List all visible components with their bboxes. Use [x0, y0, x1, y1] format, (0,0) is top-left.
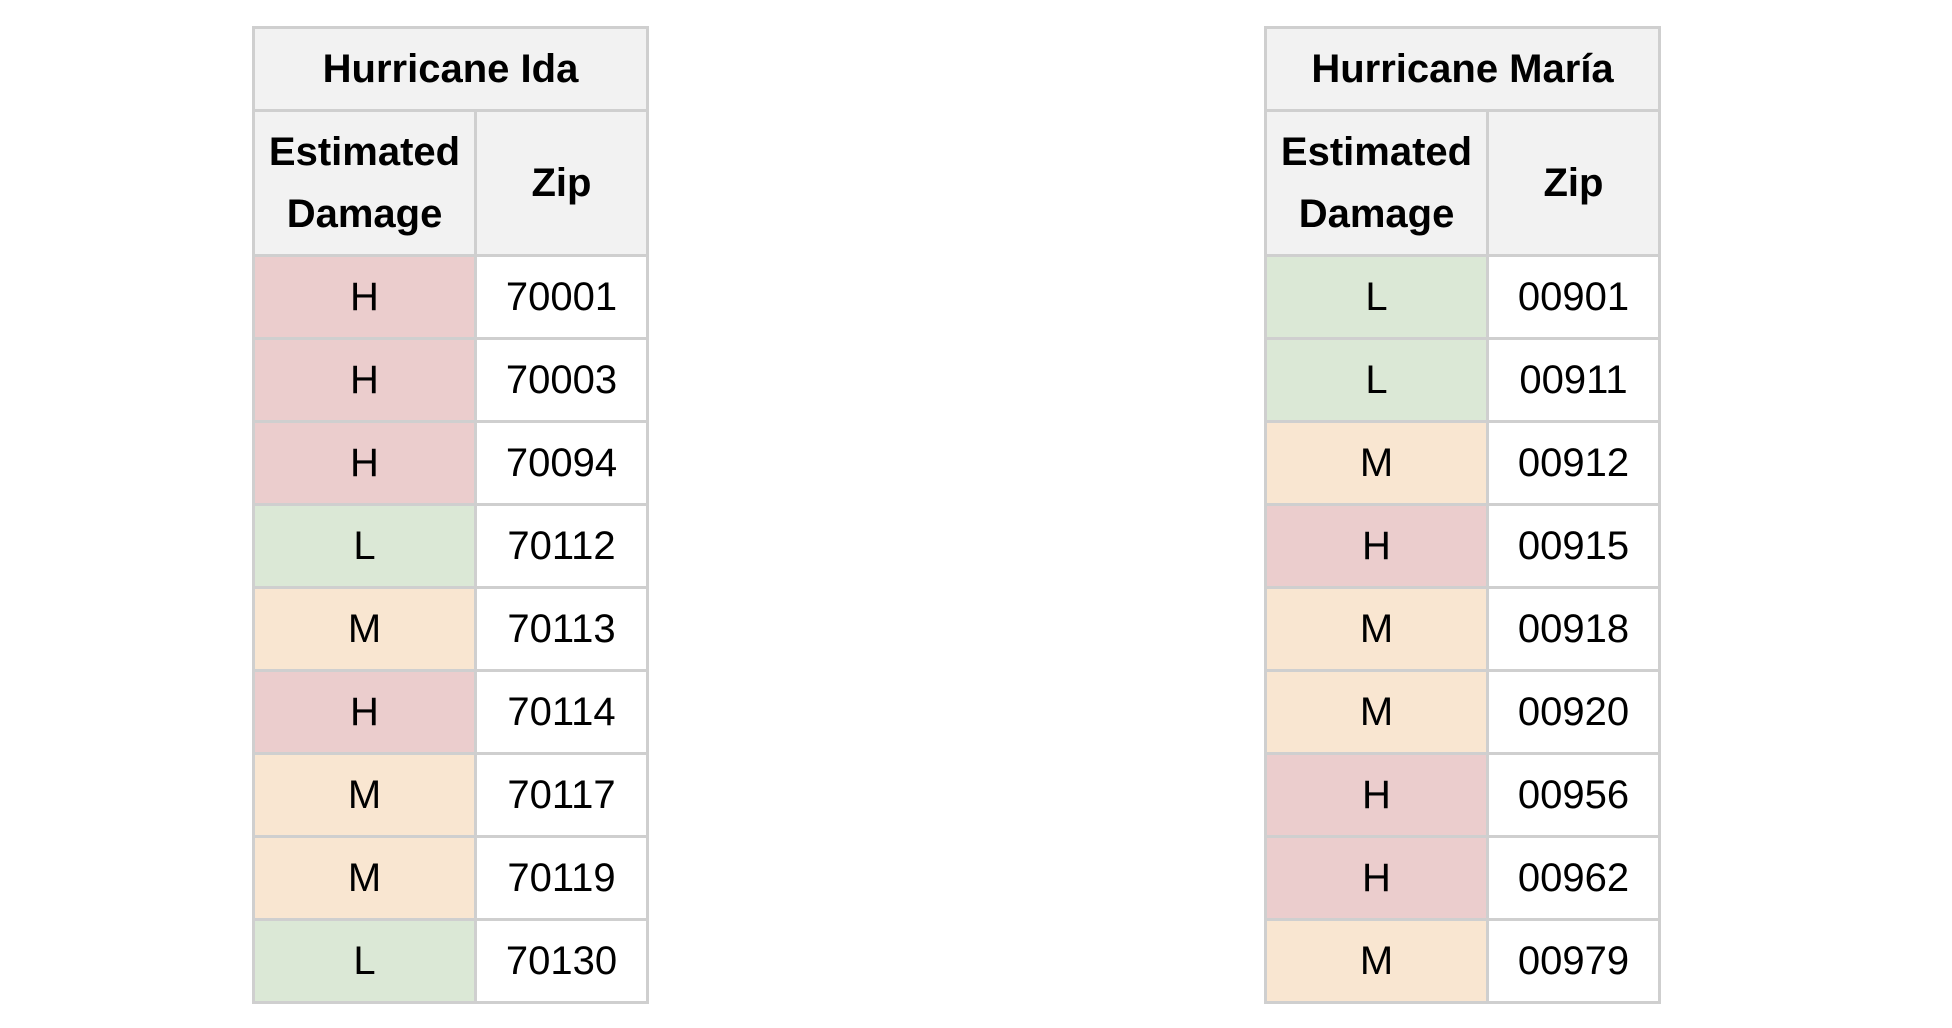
table-row: H 00956 — [1264, 752, 1661, 838]
zip-cell: 00911 — [1486, 337, 1661, 423]
zip-cell: 70001 — [474, 254, 649, 340]
damage-level-cell: H — [1264, 835, 1489, 921]
zip-cell: 00979 — [1486, 918, 1661, 1004]
damage-level-cell: M — [1264, 918, 1489, 1004]
zip-cell: 70117 — [474, 752, 649, 838]
zip-cell: 70113 — [474, 586, 649, 672]
hurricane-ida-table: Hurricane Ida Estimated Damage Zip H 7000… — [252, 26, 649, 1004]
table-row: L 00911 — [1264, 337, 1661, 423]
table-body: H 70001 H 70003 H 70094 L 70112 M 70113 H 70114 M 701… — [252, 254, 649, 1004]
damage-level-cell: H — [252, 254, 477, 340]
damage-level-cell: H — [1264, 503, 1489, 589]
table-title: Hurricane María — [1264, 26, 1661, 112]
table-row: M 70113 — [252, 586, 649, 672]
damage-level-cell: M — [252, 586, 477, 672]
zip-cell: 00962 — [1486, 835, 1661, 921]
damage-level-cell: M — [252, 835, 477, 921]
table-row: M 00912 — [1264, 420, 1661, 506]
zip-cell: 00920 — [1486, 669, 1661, 755]
damage-level-cell: H — [252, 337, 477, 423]
damage-level-cell: M — [1264, 669, 1489, 755]
zip-cell: 70112 — [474, 503, 649, 589]
hurricane-maria-table: Hurricane María Estimated Damage Zip L 00… — [1264, 26, 1661, 1004]
table-row: M 70119 — [252, 835, 649, 921]
column-header-estimated-damage: Estimated Damage — [1264, 109, 1489, 257]
table-row: L 70130 — [252, 918, 649, 1004]
zip-cell: 00915 — [1486, 503, 1661, 589]
column-header-zip: Zip — [1486, 109, 1661, 257]
damage-level-cell: H — [252, 669, 477, 755]
table-title: Hurricane Ida — [252, 26, 649, 112]
damage-level-cell: M — [1264, 586, 1489, 672]
table-row: H 70003 — [252, 337, 649, 423]
damage-level-cell: H — [1264, 752, 1489, 838]
zip-cell: 70094 — [474, 420, 649, 506]
zip-cell: 00912 — [1486, 420, 1661, 506]
table-row: M 00979 — [1264, 918, 1661, 1004]
zip-cell: 00956 — [1486, 752, 1661, 838]
table-row: H 70094 — [252, 420, 649, 506]
damage-level-cell: M — [252, 752, 477, 838]
zip-cell: 70119 — [474, 835, 649, 921]
table-body: L 00901 L 00911 M 00912 H 00915 M 00918 M 00920 H 009… — [1264, 254, 1661, 1004]
zip-cell: 00918 — [1486, 586, 1661, 672]
table-row: M 00920 — [1264, 669, 1661, 755]
damage-level-cell: L — [1264, 254, 1489, 340]
zip-cell: 70114 — [474, 669, 649, 755]
table-row: M 70117 — [252, 752, 649, 838]
column-header-estimated-damage: Estimated Damage — [252, 109, 477, 257]
zip-cell: 70130 — [474, 918, 649, 1004]
zip-cell: 00901 — [1486, 254, 1661, 340]
table-row: M 00918 — [1264, 586, 1661, 672]
zip-cell: 70003 — [474, 337, 649, 423]
damage-level-cell: L — [252, 918, 477, 1004]
table-row: H 00915 — [1264, 503, 1661, 589]
table-row: L 00901 — [1264, 254, 1661, 340]
damage-level-cell: H — [252, 420, 477, 506]
damage-level-cell: L — [1264, 337, 1489, 423]
table-row: L 70112 — [252, 503, 649, 589]
column-header-zip: Zip — [474, 109, 649, 257]
table-row: H 70114 — [252, 669, 649, 755]
table-row: H 70001 — [252, 254, 649, 340]
damage-level-cell: L — [252, 503, 477, 589]
table-row: H 00962 — [1264, 835, 1661, 921]
damage-level-cell: M — [1264, 420, 1489, 506]
